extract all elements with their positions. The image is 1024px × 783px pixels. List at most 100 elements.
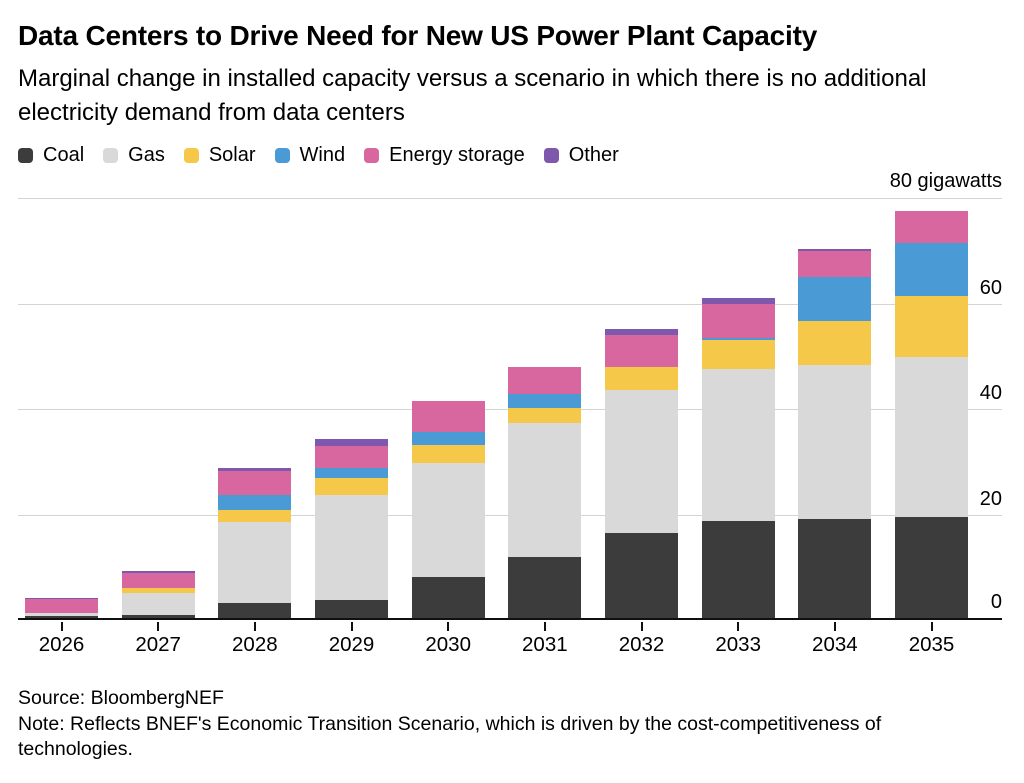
bar-2026: [25, 597, 98, 620]
x-axis-label-2035: 2035: [908, 633, 955, 656]
bar-2035: [895, 210, 969, 620]
gridline-60: [18, 303, 1002, 305]
legend-item-wind: Wind: [274, 144, 346, 166]
note-line: Note: Reflects BNEF's Economic Transitio…: [18, 712, 882, 761]
x-tick-2030: [447, 622, 450, 631]
legend-item-other: Other: [543, 144, 619, 166]
x-axis-label-2033: 2033: [715, 633, 761, 656]
x-axis-label-2034: 2034: [812, 633, 858, 656]
bar-segment-2032-gas: [605, 390, 679, 533]
bar-segment-2030-solar: [411, 444, 485, 463]
bar-2034: [798, 248, 872, 620]
bar-2032: [605, 328, 679, 620]
bar-segment-2033-wind: [701, 338, 775, 341]
bar-segment-2034-energy-storage: [798, 251, 872, 278]
bar-segment-2029-wind: [315, 468, 388, 479]
bar-segment-2026-gas: [25, 612, 98, 616]
bar-segment-2033-coal: [701, 520, 775, 620]
bar-segment-2030-gas: [411, 462, 485, 577]
legend-item-energy-storage: Energy storage: [364, 145, 525, 165]
x-axis: 2026 2027 2028 2029 2030 2031 2032 2033 2034 2035: [18, 620, 1002, 662]
bar-segment-2030-energy-storage: [411, 400, 485, 432]
x-tick-2035: [930, 622, 933, 631]
bar-segment-2029-other: [315, 439, 388, 446]
bar-segment-2032-coal: [605, 532, 679, 620]
x-axis-label-2027: 2027: [135, 633, 181, 656]
x-axis-label-2030: 2030: [425, 633, 471, 656]
legend-label-energy-storage: Energy storage: [389, 144, 525, 166]
legend-swatch-solar: [183, 147, 199, 163]
bar-segment-2029-gas: [315, 495, 388, 600]
plot-area: 20 40 60 0: [18, 198, 1002, 620]
bar-segment-2028-other: [218, 468, 292, 471]
bar-segment-2028-gas: [218, 521, 292, 604]
bar-segment-2033-gas: [701, 369, 775, 521]
bar-segment-2033-energy-storage: [701, 304, 775, 339]
x-tick-2028: [253, 622, 256, 631]
gridline-80: [18, 198, 1002, 199]
legend-item-coal: Coal: [18, 145, 84, 165]
bar-segment-2027-other: [121, 570, 195, 573]
legend-swatch-wind: [274, 147, 290, 163]
bar-segment-2034-coal: [798, 518, 872, 620]
y-axis-unit-label: 80 gigawatts: [889, 170, 1002, 192]
chart-subtitle: Marginal change in installed capacity ve…: [18, 65, 927, 126]
bar-segment-2031-energy-storage: [508, 366, 582, 394]
bar-segment-2033-solar: [701, 340, 775, 370]
legend-label-solar: Solar: [208, 144, 256, 166]
bar-segment-2026-coal: [25, 615, 98, 620]
x-axis-label-2026: 2026: [38, 633, 85, 656]
y-axis-label-0: 0: [990, 591, 1002, 613]
footer: Source: BloombergNEF Note: Reflects BNEF…: [18, 686, 970, 763]
bar-segment-2028-solar: [218, 509, 292, 522]
bar-segment-2027-coal: [121, 614, 195, 620]
bar-segment-2026-other: [25, 597, 98, 599]
legend-item-gas: Gas: [103, 145, 165, 165]
legend-label-wind: Wind: [299, 144, 346, 166]
legend: Coal Gas Solar Wind Energy storage Other: [18, 143, 1002, 167]
bar-segment-2035-solar: [895, 295, 969, 357]
legend-item-solar: Solar: [183, 144, 256, 166]
chart-title: Data Centers to Drive Need for New US Po…: [18, 20, 818, 51]
bar-segment-2031-wind: [508, 393, 582, 409]
y-axis-label-20: 20: [979, 487, 1002, 510]
bar-segment-2035-gas: [895, 356, 969, 518]
y-axis-label-60: 60: [979, 276, 1002, 299]
bar-segment-2032-solar: [605, 366, 679, 391]
bar-segment-2027-solar: [121, 588, 195, 593]
bar-segment-2034-other: [798, 248, 872, 252]
x-tick-2032: [640, 622, 643, 631]
x-axis-line: [18, 618, 1002, 620]
bar-segment-2027-gas: [121, 592, 195, 615]
x-axis-label-2028: 2028: [232, 633, 278, 656]
bar-segment-2028-coal: [218, 603, 292, 620]
x-tick-2034: [833, 622, 836, 631]
bar-2029: [315, 439, 388, 620]
bar-2031: [508, 366, 582, 620]
x-tick-2033: [737, 622, 740, 631]
y-axis-label-40: 40: [979, 382, 1002, 404]
legend-swatch-coal: [18, 147, 33, 163]
x-axis-label-2029: 2029: [328, 633, 375, 656]
bar-segment-2030-wind: [411, 431, 485, 445]
bar-segment-2035-energy-storage: [895, 210, 969, 243]
legend-label-coal: Coal: [43, 144, 85, 166]
x-tick-2029: [350, 622, 353, 631]
bar-segment-2027-energy-storage: [121, 572, 195, 589]
bar-segment-2031-gas: [508, 422, 582, 557]
bar-segment-2029-solar: [315, 478, 388, 495]
bar-2028: [218, 468, 292, 620]
bar-2027: [121, 570, 195, 620]
bar-2030: [411, 400, 485, 620]
bar-segment-2035-coal: [895, 517, 969, 620]
bar-segment-2026-energy-storage: [25, 598, 98, 613]
bar-segment-2031-coal: [508, 556, 582, 620]
bar-segment-2034-gas: [798, 364, 872, 519]
source-line: Source: BloombergNEF: [18, 687, 224, 709]
bar-segment-2029-energy-storage: [315, 445, 388, 469]
bar-segment-2028-energy-storage: [218, 470, 292, 495]
bar-segment-2032-energy-storage: [605, 334, 679, 367]
bar-segment-2034-wind: [798, 277, 872, 321]
legend-label-other: Other: [568, 144, 619, 166]
